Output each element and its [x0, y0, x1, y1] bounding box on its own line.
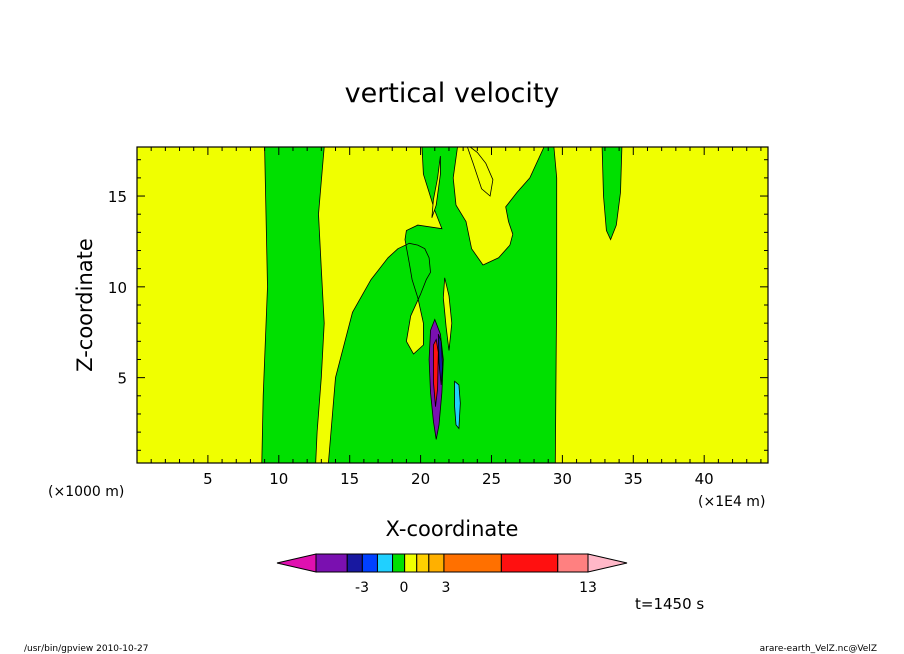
contour-region-blue [437, 333, 444, 385]
x-tick-label: 20 [411, 470, 430, 488]
colorbar-swatch [557, 553, 589, 573]
contour-region-yellow [442, 277, 453, 351]
colorbar-swatch [361, 553, 378, 573]
colorbar-max-arrow [587, 553, 628, 573]
footer-left: /usr/bin/gpview 2010-10-27 [24, 644, 148, 654]
contour-region-yellow [466, 146, 494, 197]
colorbar-min-arrow [276, 553, 317, 573]
colorbar-swatch [346, 553, 363, 573]
colorbar-swatch [428, 553, 445, 573]
colorbar-swatch [416, 553, 430, 573]
colorbar-tick-label: 13 [579, 580, 597, 596]
colorbar-swatch [392, 553, 406, 573]
x-axis: 5 10 15 20 25 30 35 40 [150, 147, 762, 488]
x-tick-label: 5 [203, 470, 213, 488]
y-tick-label: 10 [108, 279, 127, 297]
contour-region-red [432, 338, 439, 407]
time-label: t=1450 s [635, 595, 704, 613]
x-tick-label: 10 [269, 470, 288, 488]
chart-title: vertical velocity [345, 78, 560, 109]
y-axis: 5 10 15 [108, 159, 768, 451]
contour-region-green [327, 146, 558, 464]
colorbar [276, 553, 628, 573]
y-axis-label: Z-coordinate [73, 238, 97, 372]
colorbar-swatch [315, 553, 348, 573]
colorbar-swatch [404, 553, 418, 573]
contour-region-green [601, 146, 623, 241]
colorbar-swatch [443, 553, 502, 573]
contour-region-yellow [431, 156, 441, 218]
x-axis-label: X-coordinate [386, 517, 519, 541]
x-tick-label: 40 [695, 470, 714, 488]
contour-region-green [261, 146, 325, 464]
y-tick-label: 5 [117, 370, 127, 388]
x-unit-left: (×1000 m) [48, 484, 124, 500]
x-tick-label: 15 [340, 470, 359, 488]
colorbar-tick-label: -3 [355, 580, 369, 596]
y-tick-label: 15 [108, 188, 127, 206]
colorbar-swatch [376, 553, 394, 573]
x-tick-label: 30 [553, 470, 572, 488]
colorbar-tick-labels: -3 0 3 13 [355, 580, 597, 596]
colorbar-tick-label: 3 [442, 580, 451, 596]
x-unit-right: (×1E4 m) [698, 494, 765, 510]
contour-region-blue [454, 380, 461, 430]
plot-area: 5 10 15 20 25 30 35 40 5 10 15 [108, 146, 769, 488]
footer-right: arare-earth_VelZ.nc@VelZ [760, 644, 877, 654]
colorbar-tick-label: 0 [400, 580, 409, 596]
x-tick-label: 35 [624, 470, 643, 488]
colorbar-swatch [500, 553, 559, 573]
contour-layer [261, 146, 623, 464]
x-tick-label: 25 [482, 470, 501, 488]
